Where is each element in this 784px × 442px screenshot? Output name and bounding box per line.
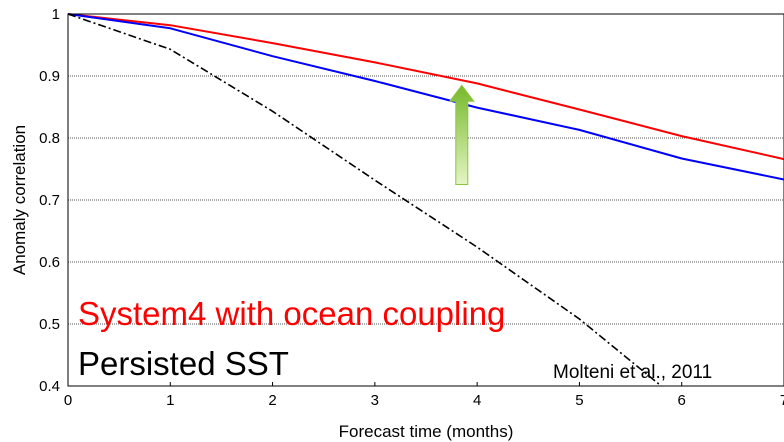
y-tick-label-2: 0.6 [39, 254, 60, 271]
x-tick-label-0: 0 [64, 392, 72, 409]
x-tick-label-7: 7 [780, 392, 784, 409]
grid-lines [68, 75, 784, 325]
y-tick-labels: 0.4 0.5 0.6 0.7 0.8 0.9 1 [39, 6, 60, 395]
y-tick-label-5: 0.9 [39, 68, 60, 85]
x-tick-label-1: 1 [166, 392, 174, 409]
y-tick-label-3: 0.7 [39, 192, 60, 209]
improvement-arrow [448, 84, 475, 185]
arrow-up-icon [448, 84, 475, 185]
y-tick-label-0: 0.4 [39, 378, 60, 395]
series-system4-line [67, 13, 784, 161]
x-tick-label-6: 6 [678, 392, 686, 409]
series-persisted-sst-baseline-line [67, 13, 784, 181]
y-tick-label-4: 0.8 [39, 130, 60, 147]
x-tick-labels: 0 1 2 3 4 5 6 7 [64, 382, 784, 409]
citation-label: Molteni et al., 2011 [553, 362, 712, 383]
x-tick-label-5: 5 [575, 392, 583, 409]
series-persisted-sst-line [67, 13, 662, 387]
y-axis-title: Anomaly correlation [10, 125, 29, 275]
x-tick-label-4: 4 [473, 392, 481, 409]
series-lines [67, 13, 784, 387]
y-tick-label-6: 1 [52, 6, 60, 23]
system4-label: System4 with ocean coupling [78, 295, 505, 332]
persisted-sst-label: Persisted SST [78, 345, 289, 382]
x-tick-label-3: 3 [371, 392, 379, 409]
plot-frame [67, 13, 784, 387]
x-axis-title: Forecast time (months) [339, 422, 514, 441]
y-tick-label-1: 0.5 [39, 316, 60, 333]
x-tick-label-2: 2 [268, 392, 276, 409]
